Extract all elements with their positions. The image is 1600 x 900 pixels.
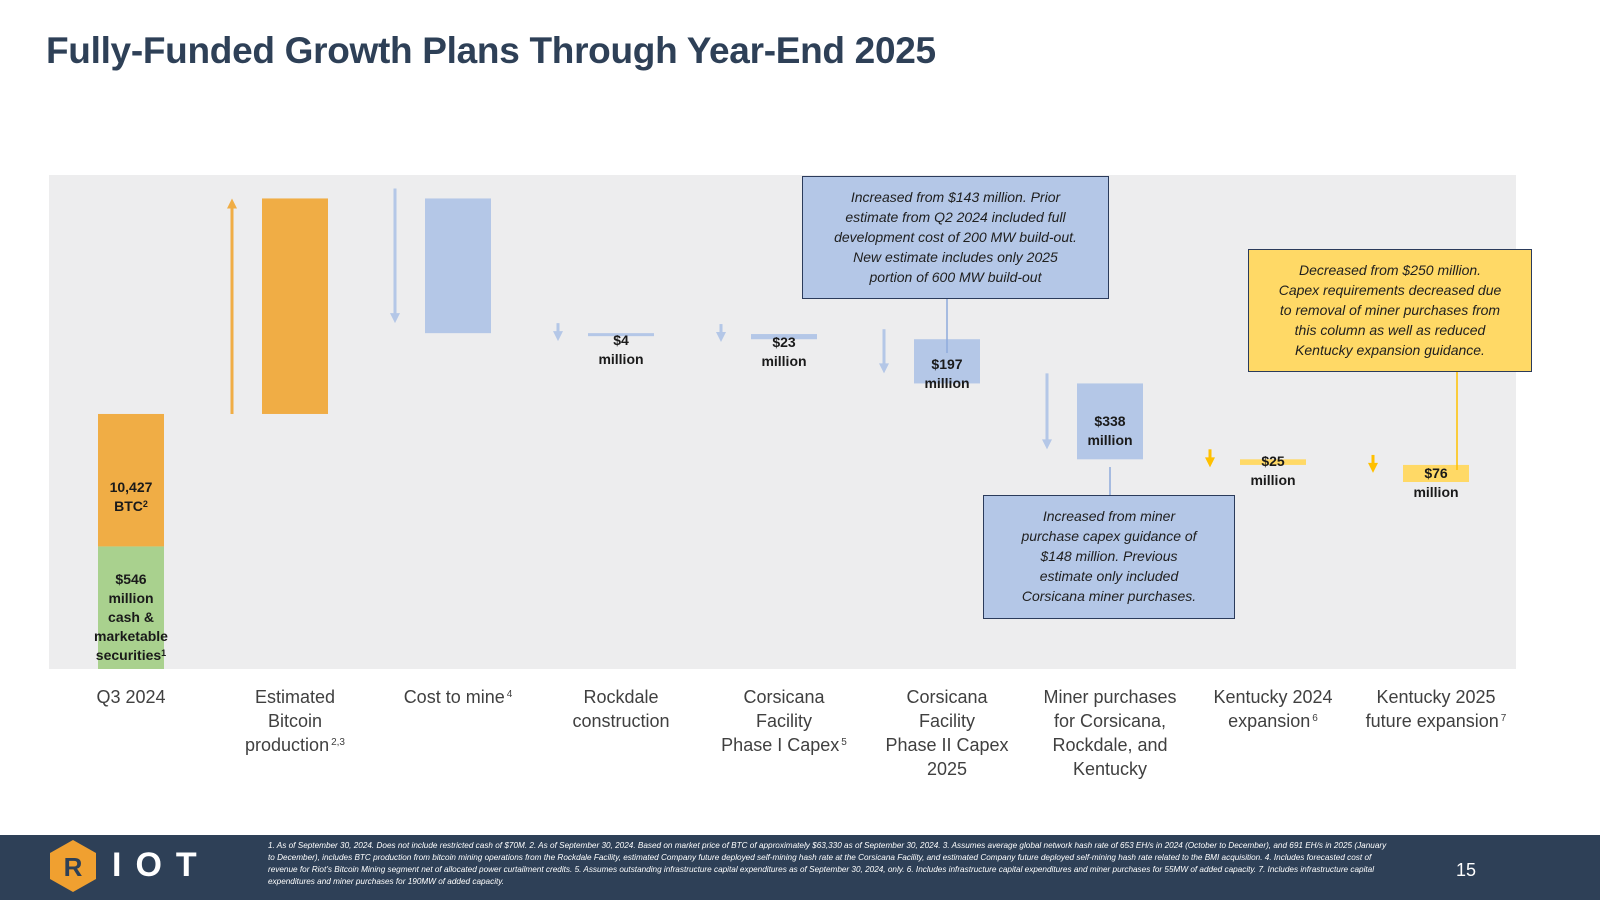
data-label: $76 million [1413, 465, 1459, 500]
arrow-down-6 [1042, 373, 1052, 450]
bar-4 [751, 334, 817, 340]
data-label: $4 million [598, 332, 644, 367]
bar-2 [425, 198, 491, 334]
arrow-down-2 [390, 188, 400, 324]
data-label: 10,427 BTC2 [109, 479, 153, 514]
category-label: Corsicana Facility Phase I Capex 5 [721, 687, 847, 755]
category-label: Q3 2024 [96, 687, 166, 707]
callout-6: Increased from miner purchase capex guida… [983, 495, 1235, 619]
page-number: 15 [1456, 860, 1477, 880]
data-label: $23 million [761, 334, 807, 369]
data-label: $338 million [1087, 413, 1133, 448]
arrow-down-8 [1368, 454, 1378, 473]
bar-1 [262, 198, 328, 414]
bar-8 [1403, 464, 1469, 482]
riot-logo-icon: R [50, 840, 96, 892]
bar-6 [1077, 383, 1143, 460]
footnotes: 1. As of September 30, 2024. Does not in… [268, 841, 1387, 886]
footer-bar [0, 835, 1600, 900]
category-label: Cost to mine 4 [403, 687, 513, 707]
category-label: Kentucky 2024 expansion 6 [1213, 687, 1333, 731]
data-label: $197 million [924, 356, 970, 391]
bar-btc-holdings [98, 413, 164, 547]
callout-8: Decreased from $250 million. Capex requir… [1248, 249, 1532, 372]
logo-text: IOT [112, 846, 211, 884]
bar-7 [1240, 459, 1306, 465]
arrow-down-3 [553, 323, 563, 342]
data-label: $546 million cash & marketable securities1 [94, 571, 168, 663]
arrow-down-7 [1205, 449, 1215, 468]
bar-cash-securities [98, 546, 164, 669]
callout-5: Increased from $143 million. Prior estima… [802, 176, 1109, 299]
category-label: Corsicana Facility Phase II Capex 2025 [885, 687, 1009, 779]
arrow-up-1 [227, 198, 237, 414]
data-label: $25 million [1250, 453, 1296, 488]
arrow-down-4 [716, 324, 726, 343]
arrow-down-5 [879, 329, 889, 374]
page-title: Fully-Funded Growth Plans Through Year-E… [46, 30, 936, 71]
bar-3 [588, 333, 654, 337]
svg-text:R: R [64, 852, 83, 882]
category-label: Estimated Bitcoin production 2,3 [245, 687, 345, 755]
category-label: Miner purchases for Corsicana, Rockdale, a… [1043, 687, 1177, 779]
category-label: Rockdale construction [572, 687, 670, 731]
category-label: Kentucky 2025 future expansion 7 [1365, 687, 1507, 731]
